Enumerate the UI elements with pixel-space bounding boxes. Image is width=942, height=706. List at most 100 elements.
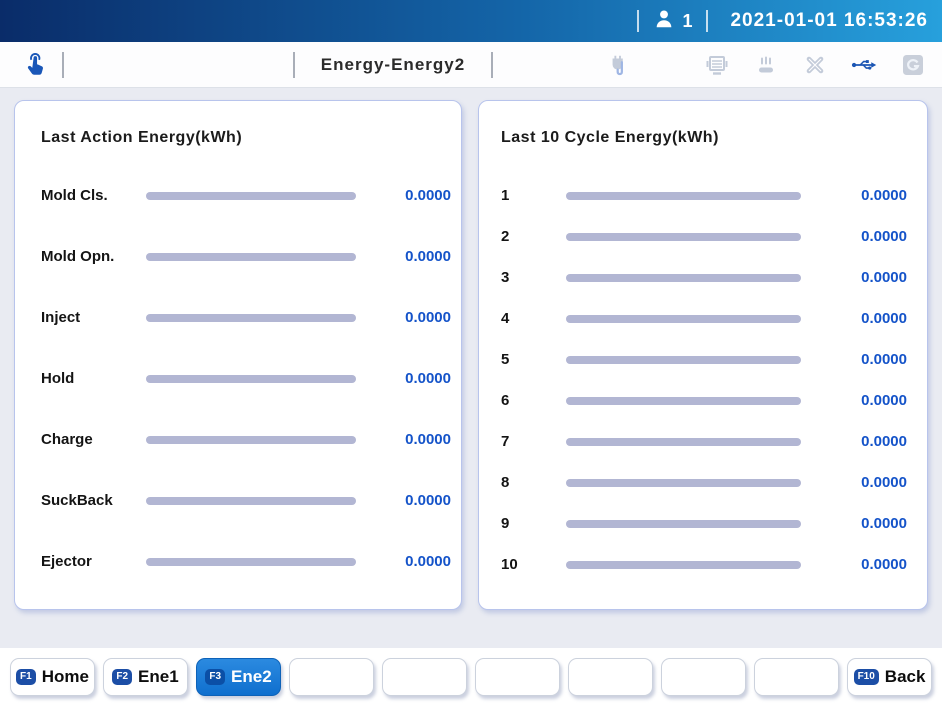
title-group: Energy-Energy2 [293, 42, 493, 87]
cross-icon[interactable] [802, 52, 828, 78]
row-label: Inject [41, 309, 81, 326]
row-value: 0.0000 [861, 474, 907, 491]
row-label: 7 [501, 433, 510, 450]
fkey-empty[interactable] [661, 658, 746, 696]
row-label: Charge [41, 431, 93, 448]
fkey-empty[interactable] [289, 658, 374, 696]
row-value: 0.0000 [405, 248, 451, 265]
energy-row: Charge 0.0000 [41, 409, 451, 470]
fkey-empty[interactable] [382, 658, 467, 696]
cycle-energy-rows: 1 0.0000 2 0.0000 3 0.0000 4 0.0000 5 [501, 175, 907, 585]
fkey-label: Ene2 [231, 667, 272, 686]
row-bar [566, 191, 801, 200]
row-label: 4 [501, 310, 510, 327]
energy-row: Ejector 0.0000 [41, 531, 451, 592]
row-value: 0.0000 [861, 310, 907, 327]
row-bar [146, 435, 356, 444]
fkey-empty[interactable] [475, 658, 560, 696]
row-value: 0.0000 [861, 433, 907, 450]
divider [637, 10, 640, 32]
row-bar [566, 478, 801, 487]
panel-display-icon[interactable] [704, 52, 730, 78]
row-bar [566, 396, 801, 405]
row-bar [146, 313, 356, 322]
row-label: SuckBack [41, 492, 113, 509]
row-label: 5 [501, 351, 510, 368]
last-action-energy-panel: Last Action Energy(kWh) Mold Cls. 0.0000… [14, 100, 462, 610]
cycle-row: 4 0.0000 [501, 298, 907, 339]
divider [490, 51, 493, 78]
row-value: 0.0000 [405, 492, 451, 509]
cycle-row: 10 0.0000 [501, 544, 907, 585]
row-value: 0.0000 [861, 351, 907, 368]
row-value: 0.0000 [405, 187, 451, 204]
heater-icon[interactable] [753, 52, 779, 78]
row-label: Ejector [41, 553, 92, 570]
user-count: 1 [682, 10, 693, 31]
user-group[interactable]: 1 [653, 8, 692, 35]
energy-row: Mold Opn. 0.0000 [41, 226, 451, 287]
usb-icon[interactable] [851, 52, 877, 78]
row-label: 9 [501, 515, 510, 532]
row-bar [566, 560, 801, 569]
top-status-bar: 1 2021-01-01 16:53:26 [0, 0, 942, 42]
cycle-row: 3 0.0000 [501, 257, 907, 298]
fkey-badge: F3 [205, 669, 226, 685]
row-label: 6 [501, 392, 510, 409]
fkey-label: Home [41, 667, 89, 686]
row-value: 0.0000 [861, 187, 907, 204]
divider [62, 51, 64, 78]
row-label: 3 [501, 269, 510, 286]
energy-row: Inject 0.0000 [41, 287, 451, 348]
cycle-row: 2 0.0000 [501, 216, 907, 257]
cycle-row: 8 0.0000 [501, 462, 907, 503]
fkey-home[interactable]: F1 Home [10, 658, 95, 696]
cycle-row: 7 0.0000 [501, 421, 907, 462]
fkey-label: Ene1 [138, 667, 179, 686]
row-bar [146, 557, 356, 566]
cycle-row: 9 0.0000 [501, 503, 907, 544]
g-square-icon[interactable] [900, 52, 926, 78]
fkey-badge: F10 [853, 669, 879, 685]
fkey-empty[interactable] [568, 658, 653, 696]
fkey-empty[interactable] [754, 658, 839, 696]
row-bar [566, 355, 801, 364]
row-value: 0.0000 [405, 431, 451, 448]
divider [293, 51, 295, 78]
row-bar [566, 273, 801, 282]
row-bar [146, 374, 356, 383]
fkey-badge: F1 [16, 669, 36, 685]
fkey-back[interactable]: F10 Back [847, 658, 932, 696]
fkey-ene2[interactable]: F3 Ene2 [196, 658, 281, 696]
row-label: 2 [501, 228, 510, 245]
row-label: 8 [501, 474, 510, 491]
row-bar [566, 437, 801, 446]
row-bar [146, 191, 356, 200]
row-value: 0.0000 [861, 392, 907, 409]
fkey-ene1[interactable]: F2 Ene1 [103, 658, 188, 696]
touch-hand-icon[interactable] [22, 52, 48, 78]
user-icon [653, 8, 675, 35]
row-bar [566, 232, 801, 241]
fkey-badge: F2 [112, 669, 133, 685]
function-key-bar: F1 Home F2 Ene1 F3 Ene2 F10 Back [0, 648, 942, 706]
datetime: 2021-01-01 16:53:26 [730, 10, 928, 31]
row-value: 0.0000 [405, 309, 451, 326]
row-label: 10 [501, 556, 518, 573]
action-energy-rows: Mold Cls. 0.0000 Mold Opn. 0.0000 Inject… [41, 165, 451, 592]
row-bar [566, 519, 801, 528]
row-value: 0.0000 [861, 556, 907, 573]
panel-title: Last 10 Cycle Energy(kWh) [501, 129, 719, 146]
row-value: 0.0000 [861, 269, 907, 286]
usb-plug-icon[interactable] [607, 52, 633, 78]
cycle-row: 6 0.0000 [501, 380, 907, 421]
cycle-row: 1 0.0000 [501, 175, 907, 216]
row-value: 0.0000 [405, 553, 451, 570]
row-label: 1 [501, 187, 510, 204]
divider [706, 10, 709, 32]
row-value: 0.0000 [861, 228, 907, 245]
row-bar [146, 252, 356, 261]
panel-title: Last Action Energy(kWh) [41, 129, 243, 146]
row-bar [146, 496, 356, 505]
energy-row: Hold 0.0000 [41, 348, 451, 409]
